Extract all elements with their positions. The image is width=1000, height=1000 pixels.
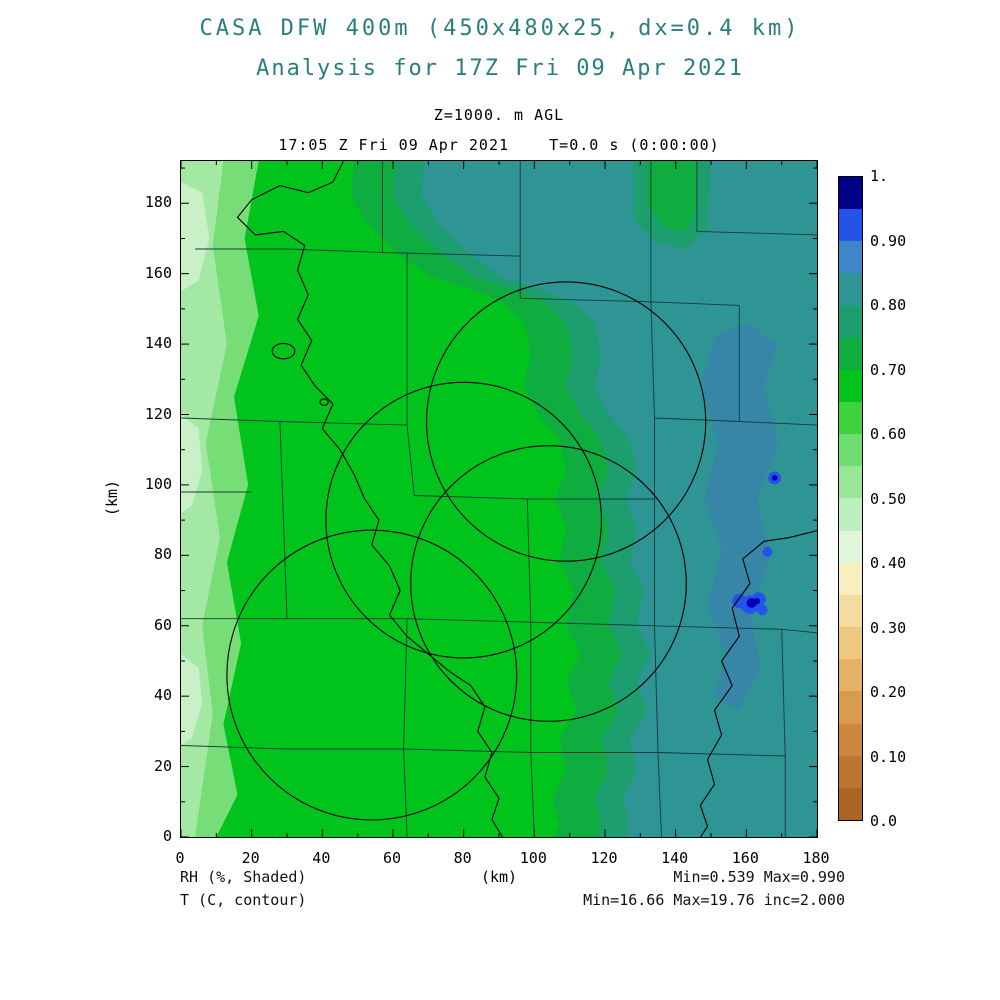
radar-range-circle: [425, 281, 707, 562]
colorbar-segment: [839, 627, 862, 660]
colorbar-segment: [839, 209, 862, 242]
colorbar-tick-label: 0.40: [870, 554, 907, 572]
rh-shaded-region: [181, 182, 210, 292]
colorbar-tick-label: 0.0: [870, 812, 898, 830]
figure-subtitle: Analysis for 17Z Fri 09 Apr 2021: [256, 56, 744, 81]
colorbar-segment: [839, 530, 862, 563]
colorbar-segment: [839, 723, 862, 756]
county-boundary-line: [279, 421, 288, 619]
colorbar-segment: [839, 369, 862, 402]
colorbar-segment: [839, 466, 862, 499]
x-tick-label: 0: [175, 849, 185, 867]
x-tick-label: 140: [661, 849, 689, 867]
rh-shaded-region: [700, 323, 779, 711]
x-axis-label: (km): [480, 868, 518, 886]
temperature-contour: [236, 161, 503, 837]
county-boundary-line: [696, 161, 817, 236]
colorbar-segment: [839, 691, 862, 724]
colorbar-segment: [839, 176, 862, 210]
colorbar-tick-label: 0.20: [870, 683, 907, 701]
time-label: 17:05 Z Fri 09 Apr 2021 T=0.0 s (0:00:00…: [278, 136, 720, 154]
colorbar-segment: [839, 498, 862, 531]
map-plot-area: [180, 160, 818, 838]
rh-shaded-region: [181, 414, 203, 514]
y-tick-label: 140: [144, 334, 172, 353]
county-boundary-line: [654, 417, 817, 426]
x-tick-label: 20: [241, 849, 260, 867]
rh-shaded-region: [647, 161, 697, 232]
colorbar-segment: [839, 434, 862, 467]
radar-range-circle: [325, 381, 603, 659]
figure-title: CASA DFW 400m (450x480x25, dx=0.4 km): [199, 16, 801, 41]
colorbar: [838, 176, 863, 821]
colorbar-tick-label: 0.90: [870, 231, 907, 250]
colorbar-segment: [839, 659, 862, 692]
y-axis-label: (km): [103, 479, 121, 517]
county-boundary-line: [781, 629, 786, 757]
x-tick-label: 40: [312, 849, 331, 867]
colorbar-tick-label: 0.80: [870, 296, 907, 314]
colorbar-tick-label: 1.: [870, 167, 889, 185]
x-tick-label: 80: [453, 849, 472, 867]
colorbar-tick-label: 0.70: [870, 360, 907, 379]
temperature-contour-loop: [319, 398, 329, 406]
y-tick-label: 80: [153, 545, 172, 564]
colorbar-segment: [839, 273, 862, 306]
radar-range-circle: [226, 529, 518, 821]
high-rh-spot: [753, 597, 761, 605]
high-rh-spot: [762, 546, 773, 557]
colorbar-segment: [839, 755, 862, 788]
x-tick-label: 160: [731, 849, 759, 867]
county-boundary-line: [526, 498, 535, 837]
colorbar-segment: [839, 401, 862, 435]
y-tick-label: 60: [153, 615, 172, 634]
colorbar-tick-label: 0.10: [870, 747, 907, 766]
y-tick-label: 120: [144, 404, 172, 423]
rh-shaded-region: [181, 653, 203, 746]
colorbar-tick-label: 0.50: [870, 489, 907, 508]
county-boundary-line: [181, 745, 658, 753]
y-tick-label: 0: [162, 827, 172, 845]
y-tick-label: 20: [153, 756, 172, 775]
high-rh-spot: [771, 475, 778, 481]
y-tick-label: 40: [153, 686, 172, 705]
x-tick-label: 60: [382, 849, 402, 867]
radar-range-circle: [410, 445, 687, 722]
colorbar-segment: [839, 594, 862, 628]
county-boundary-line: [650, 301, 662, 837]
county-boundary-line: [406, 252, 415, 496]
y-tick-label: 160: [144, 263, 172, 282]
x-tick-label: 180: [802, 849, 830, 867]
y-tick-label: 100: [144, 474, 172, 493]
county-boundary-line: [195, 248, 521, 257]
x-tick-label: 120: [590, 849, 618, 867]
shaded-minmax-stats: Min=0.539 Max=0.990: [673, 868, 845, 886]
level-label: Z=1000. m AGL: [433, 106, 565, 124]
contour-minmax-stats: Min=16.66 Max=19.76 inc=2.000: [583, 891, 845, 909]
temperature-contour-loop: [271, 342, 296, 360]
colorbar-segment: [839, 562, 862, 595]
rh-field-map: [181, 161, 817, 837]
colorbar-tick-label: 0.60: [870, 425, 907, 443]
x-tick-label: 100: [519, 849, 547, 867]
colorbar-segment: [839, 305, 862, 338]
shaded-field-label: RH (%, Shaded): [180, 868, 307, 886]
rh-shaded-region: [421, 161, 817, 837]
temperature-contour: [699, 530, 817, 837]
high-rh-spot: [756, 604, 768, 616]
colorbar-segment: [839, 337, 862, 370]
county-boundary-line: [407, 618, 655, 627]
y-tick-label: 180: [144, 193, 172, 212]
colorbar-tick-label: 0.30: [870, 618, 907, 637]
contour-field-label: T (C, contour): [180, 891, 307, 909]
colorbar-segment: [839, 787, 862, 820]
colorbar-segment: [839, 241, 862, 274]
